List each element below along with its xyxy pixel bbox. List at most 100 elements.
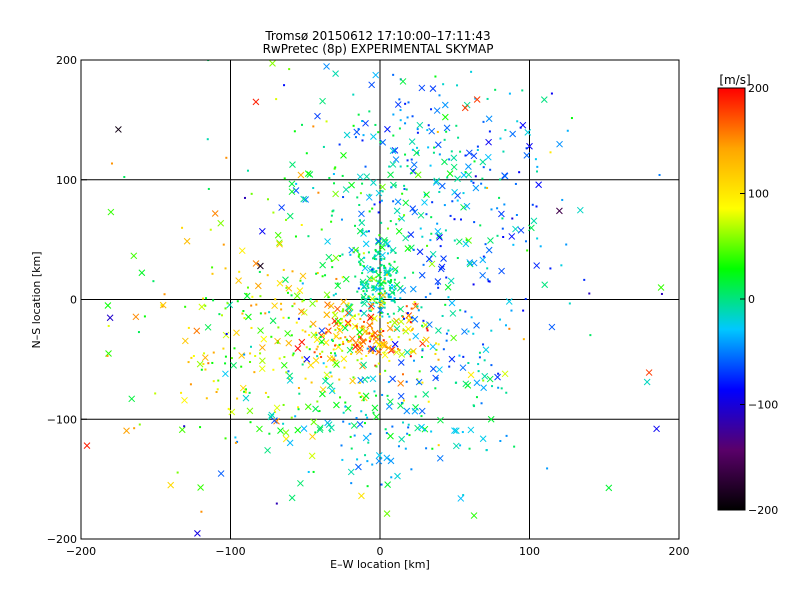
data-point-dot <box>418 370 421 373</box>
data-point-dot <box>357 287 360 290</box>
data-point-dot <box>293 302 296 305</box>
data-point-x <box>391 266 399 273</box>
data-point-dot <box>389 280 392 283</box>
data-point-x <box>398 215 406 222</box>
data-point-dot <box>366 347 369 350</box>
data-point-x <box>310 418 318 426</box>
data-point-x <box>130 252 138 260</box>
data-point-dot <box>536 165 539 168</box>
data-point-dot <box>448 365 451 368</box>
data-point-dot <box>233 347 236 350</box>
data-point-dot <box>525 147 528 150</box>
data-point-dot <box>497 372 500 375</box>
data-point-x <box>83 442 91 449</box>
data-point-dot <box>371 207 374 210</box>
data-point-x <box>501 370 509 378</box>
data-point-dot <box>489 168 492 171</box>
data-point-dot <box>342 343 345 346</box>
data-point-dot <box>476 149 479 152</box>
data-point-dot <box>534 158 537 161</box>
data-point-dot <box>368 210 371 213</box>
data-point-x <box>444 283 452 291</box>
data-point-dot <box>391 268 394 271</box>
data-point-dot <box>398 98 401 101</box>
data-point-x <box>428 127 436 135</box>
data-point-dot <box>383 266 386 269</box>
data-point-dot <box>393 278 396 281</box>
data-point-dot <box>225 156 228 159</box>
y-axis-label: N–S location [km] <box>30 251 43 348</box>
data-point-dot <box>342 340 345 343</box>
data-point-dot <box>290 294 293 297</box>
data-point-x <box>387 432 394 440</box>
data-point-x <box>653 425 660 433</box>
data-point-dot <box>431 447 434 450</box>
data-point-dot <box>371 293 374 296</box>
data-point-dot <box>491 385 494 388</box>
colorbar-tick-label: 200 <box>748 82 769 95</box>
data-point-dot <box>372 257 375 260</box>
data-point-dot <box>212 351 215 354</box>
data-point-x <box>347 468 355 476</box>
data-point-x <box>242 394 250 402</box>
data-point-x <box>403 407 411 415</box>
data-point-dot <box>202 297 205 300</box>
data-point-dot <box>359 336 362 339</box>
data-point-dot <box>330 375 333 378</box>
data-point-dot <box>409 350 412 353</box>
data-point-dot <box>374 257 377 260</box>
data-point-x <box>389 161 397 168</box>
data-point-dot <box>152 280 155 283</box>
data-point-x <box>222 370 229 378</box>
data-point-dot <box>246 169 249 172</box>
data-point-dot <box>503 203 506 206</box>
data-point-dot <box>524 298 527 301</box>
data-point-dot <box>297 408 300 411</box>
data-point-x <box>429 365 437 373</box>
data-point-dot <box>339 337 342 340</box>
data-point-dot <box>380 283 383 286</box>
data-point-x <box>399 78 407 85</box>
data-point-x <box>104 302 112 309</box>
data-point-dot <box>568 302 571 305</box>
data-point-dot <box>386 394 389 397</box>
data-point-x <box>485 246 493 254</box>
data-point-dot <box>398 127 401 130</box>
data-point-dot <box>300 223 303 226</box>
data-point-dot <box>321 275 324 278</box>
data-point-x <box>410 347 417 355</box>
data-point-dot <box>383 306 386 309</box>
data-point-x <box>470 152 478 160</box>
data-point-dot <box>350 353 353 356</box>
data-point-dot <box>253 371 256 374</box>
data-point-x <box>480 384 487 392</box>
data-point-dot <box>333 358 336 361</box>
data-point-x <box>405 325 412 333</box>
data-point-x <box>123 427 130 435</box>
data-point-dot <box>388 269 391 272</box>
data-point-x <box>355 348 363 355</box>
data-point-dot <box>404 102 407 105</box>
data-point-dot <box>363 340 366 343</box>
data-point-dot <box>438 94 441 97</box>
data-point-x <box>308 452 316 460</box>
data-point-x <box>410 161 418 169</box>
data-point-dot <box>373 390 376 393</box>
data-point-dot <box>293 130 296 133</box>
data-point-x <box>309 433 316 440</box>
data-point-x <box>451 427 458 434</box>
data-point-x <box>429 343 437 351</box>
data-point-dot <box>291 270 294 273</box>
data-point-x <box>465 149 473 157</box>
data-point-dot <box>490 364 493 367</box>
data-point-dot <box>367 286 370 289</box>
data-point-x <box>446 170 454 177</box>
data-point-dot <box>502 235 505 238</box>
data-point-dot <box>377 131 380 134</box>
data-point-x <box>414 171 422 179</box>
data-point-dot <box>437 343 440 346</box>
data-point-x <box>243 292 251 300</box>
data-point-dot <box>408 434 411 437</box>
data-point-dot <box>359 192 362 195</box>
data-point-x <box>368 81 376 89</box>
